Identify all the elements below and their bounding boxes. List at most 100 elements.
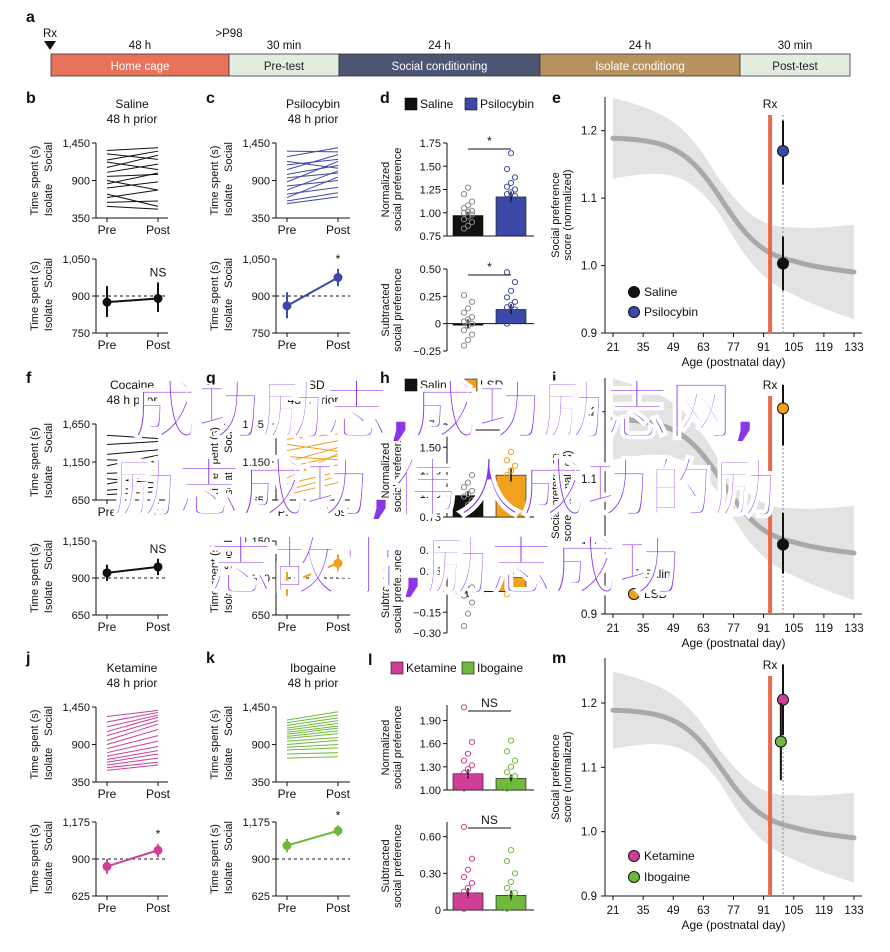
subject-line — [286, 475, 339, 491]
y-tick-label: 1.00 — [420, 208, 441, 220]
data-point — [468, 331, 476, 338]
subject-line — [106, 147, 159, 151]
subject-line — [286, 739, 339, 745]
x-tick-label: 119 — [815, 342, 833, 354]
data-point — [511, 578, 519, 585]
data-point — [464, 766, 472, 773]
subject-line — [286, 196, 339, 205]
chart-c2: 1,050 900 750 Pre Post Time spent (s) Social Is… — [209, 252, 351, 352]
rx-label: Rx — [763, 658, 778, 672]
y-axis-label: Time spent (s) — [209, 543, 221, 613]
mean-point — [153, 293, 163, 303]
y-tick-label: 1,175 — [242, 817, 270, 829]
subject-line — [286, 733, 339, 739]
data-point — [507, 179, 515, 187]
legend-label: Ibogaine — [477, 661, 523, 675]
subject-line — [106, 750, 159, 760]
mean-point — [282, 301, 292, 311]
y-tick-label: 650 — [72, 495, 90, 507]
significance-label: * — [156, 827, 161, 841]
y-axis-label-line-1: Social preference — [550, 734, 562, 820]
y-tick-label: −0.15 — [413, 607, 441, 619]
data-point — [464, 336, 472, 344]
panel-letter: i — [552, 370, 556, 387]
rx-label: Rx — [763, 378, 778, 392]
data-point — [503, 472, 511, 479]
timeline-duration: 24 h — [629, 40, 651, 52]
data-point — [464, 479, 472, 486]
subject-line — [106, 454, 159, 467]
chart-title: Saline — [115, 97, 149, 111]
y-axis-label: Time spent (s) — [29, 543, 41, 613]
y-side-label-top: Social — [223, 142, 235, 172]
data-point — [464, 222, 472, 229]
y-tick-label: 900 — [252, 854, 270, 866]
subject-line — [106, 720, 159, 737]
y-tick-label: 900 — [252, 176, 270, 188]
mean-line — [286, 562, 339, 585]
data-point — [503, 320, 511, 327]
data-point — [460, 216, 468, 223]
y-axis-label: Time spent (s) — [209, 427, 221, 497]
y-tick-label: 650 — [252, 610, 270, 622]
subject-line — [106, 153, 159, 160]
x-tick-label: Post — [146, 505, 171, 519]
legend-swatch — [464, 97, 478, 111]
trend-confidence-band — [613, 378, 854, 601]
y-tick-label: 900 — [252, 573, 270, 585]
mean-point — [333, 826, 343, 836]
x-tick-label: 77 — [727, 905, 740, 917]
y-side-label-bottom: Isolate — [43, 862, 55, 894]
subject-line — [106, 154, 159, 169]
x-tick-label: Pre — [98, 338, 117, 352]
data-point — [511, 306, 519, 313]
subject-line — [106, 729, 159, 745]
data-point — [507, 448, 515, 455]
significance-label: NS — [150, 542, 167, 556]
data-point — [468, 900, 476, 907]
trend-line — [610, 416, 857, 556]
y-tick-label: 900 — [252, 740, 270, 752]
y-tick-label: 1,050 — [62, 254, 90, 266]
mean-point — [282, 841, 292, 851]
x-tick-label: Pre — [98, 901, 117, 915]
y-axis-label-line-2: social preference — [392, 148, 404, 232]
data-point — [776, 257, 789, 270]
x-tick-label: 21 — [607, 623, 620, 635]
y-axis-label-line-2: social preference — [392, 706, 404, 790]
subject-line — [286, 720, 339, 729]
chart-subtitle: 48 h prior — [288, 393, 339, 407]
mean-point — [102, 297, 112, 307]
chart-subtitle: 48 h prior — [288, 112, 339, 126]
y-tick-label: 0.60 — [420, 832, 441, 844]
timeline-segment-label: Isolate conditiong — [595, 61, 685, 73]
y-side-label-top: Social — [43, 258, 55, 288]
legend-label: Ketamine — [644, 849, 695, 863]
y-axis-label-line-2: social preference — [392, 824, 404, 908]
data-point — [776, 693, 789, 706]
chart-l1: l Ketamine Ibogaine 1.90 1.60 1.30 1.00 Normali… — [368, 652, 534, 797]
y-axis-label: Time spent (s) — [29, 146, 41, 216]
y-tick-label: 0.9 — [581, 609, 597, 621]
chart-f2: 1,150 900 650 Pre Post Time spent (s) Social Is… — [29, 536, 171, 634]
legend-marker — [628, 871, 640, 883]
y-axis-label: Time spent (s) — [29, 261, 41, 331]
y-tick-label: −0.25 — [413, 346, 441, 358]
y-axis-label: Time spent (s) — [29, 427, 41, 497]
panel-letter: a — [26, 9, 35, 26]
data-point — [507, 195, 515, 202]
y-tick-label: 625 — [72, 891, 90, 903]
y-tick-label: 1,150 — [62, 457, 90, 469]
y-axis-label-line-2: score (normalized) — [562, 450, 574, 541]
data-point — [460, 888, 468, 895]
data-point — [468, 487, 476, 495]
x-tick-label: 63 — [697, 623, 710, 635]
mean-line — [286, 276, 339, 307]
y-axis-label-line-1: Normalized — [380, 443, 392, 499]
chart-j2: 1,175 900 625 Pre Post Time spent (s) Social Is… — [29, 817, 171, 915]
x-tick-label: 105 — [784, 905, 803, 917]
significance-label: NS — [481, 813, 498, 827]
significance-label: * — [487, 134, 492, 148]
subject-line — [106, 757, 159, 766]
